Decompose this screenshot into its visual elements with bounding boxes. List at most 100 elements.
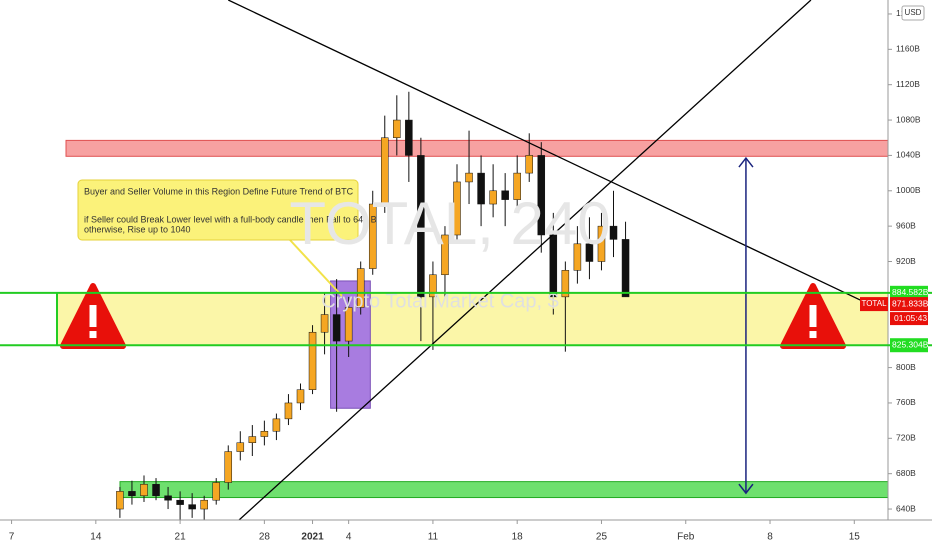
candle-body [381, 137, 389, 205]
x-tick-label: 7 [9, 532, 15, 543]
zone-price-label: 825.304B [892, 339, 929, 349]
last-price-label: 871.833B [892, 298, 929, 308]
note-connector [289, 239, 343, 297]
candle-body [116, 491, 124, 510]
symbol-tag-label: TOTAL [861, 299, 887, 308]
countdown-tag [890, 312, 928, 326]
candle-body [260, 430, 269, 437]
y-tick-label: 1120B [896, 79, 920, 89]
y-tick-label: 800B [896, 362, 916, 372]
warning-bar [89, 305, 97, 328]
y-tick-label: 680B [896, 468, 916, 478]
candle-body [356, 268, 365, 308]
x-tick-label: Feb [677, 532, 695, 543]
y-tick-label: 920B [896, 256, 916, 266]
zone-price-tag [890, 338, 928, 353]
y-tick-label: 640B [896, 503, 916, 513]
candle-body [561, 270, 570, 298]
y-tick-label: 1080B [896, 114, 921, 124]
candle-body [152, 484, 160, 497]
x-tick-label: 11 [428, 532, 439, 543]
last-price-tag [890, 297, 928, 312]
warning-dot [809, 331, 817, 339]
candle-body [236, 442, 245, 452]
currency-label: USD [905, 8, 922, 17]
candle-body [501, 190, 509, 200]
candle-body [164, 495, 172, 501]
note-text: Buyer and Seller Volume in this Region D… [84, 186, 354, 196]
candle-body [188, 504, 196, 510]
candle-body [429, 274, 437, 298]
candle-body [465, 172, 473, 183]
candle-body [308, 331, 317, 390]
y-tick-label: 1160B [896, 44, 920, 54]
candle-body [248, 436, 257, 443]
candle-body [573, 243, 582, 271]
candle-body [296, 389, 305, 404]
x-tick-label: 28 [259, 532, 271, 543]
candle-body [585, 243, 594, 262]
candle-body [489, 190, 497, 205]
currency-box [901, 5, 925, 21]
note-box [77, 179, 359, 241]
candle-body [417, 155, 425, 298]
x-tick-label: 15 [849, 532, 861, 543]
resistance-zone [65, 139, 888, 157]
y-tick-label: 1000B [896, 185, 921, 195]
watermark-symbol: TOTAL, 240 [289, 190, 610, 257]
y-tick-label: 12 [896, 8, 906, 18]
candle-body [320, 314, 329, 333]
candle-body [609, 225, 618, 240]
x-tick-label: 14 [90, 532, 102, 543]
candle-body [393, 119, 401, 138]
x-tick-label: 4 [346, 532, 352, 543]
candle-body [405, 119, 413, 156]
candle-body [272, 418, 281, 432]
candle-body [453, 181, 461, 236]
note-text: if Seller could Break Lower level with a… [84, 214, 377, 224]
x-tick-label: 2021 [301, 532, 324, 543]
y-tick-label: 960B [896, 220, 916, 230]
x-tick-label: 21 [175, 532, 187, 543]
x-tick-label: 8 [767, 532, 773, 543]
x-tick-label: 25 [596, 532, 608, 543]
warning-dot [89, 331, 97, 339]
candle-body [284, 402, 293, 420]
candle-body [224, 451, 233, 483]
candle-body [368, 203, 377, 269]
plot-content: Buyer and Seller Volume in this Region D… [57, 0, 888, 520]
y-tick-label: 1040B [896, 150, 921, 160]
warning-bar [809, 305, 817, 328]
support-zone [57, 292, 888, 346]
zone-price-label: 884.582B [892, 287, 929, 297]
candle-body [477, 172, 485, 205]
candle-body [332, 314, 341, 342]
trend-line [227, 0, 861, 301]
candle-body [212, 482, 220, 501]
arrow-head-bottom [738, 483, 754, 495]
candle-body [537, 155, 546, 236]
target-zone [119, 481, 888, 499]
candle-body [140, 484, 148, 497]
candle-body [176, 499, 184, 505]
y-tick-label: 720B [896, 433, 916, 443]
candle-body [200, 499, 208, 510]
candle-body [513, 172, 521, 200]
arrow-head-top [738, 156, 754, 168]
candle-body [597, 225, 606, 262]
candle-body [344, 307, 353, 342]
note-text: otherwise, Rise up to 1040 [84, 224, 191, 234]
candle-body [525, 155, 533, 174]
watermark-name: Crypto Total Market Cap, $ [321, 290, 559, 312]
candle-body [441, 234, 449, 276]
x-tick-label: 18 [512, 532, 524, 543]
zone-price-tag [890, 285, 928, 300]
trend-line [238, 0, 812, 520]
candle-body [621, 239, 630, 298]
countdown-label: 01:05:43 [894, 313, 927, 323]
plot-area: Buyer and Seller Volume in this Region D… [57, 0, 888, 520]
symbol-tag [860, 297, 888, 312]
y-tick-label: 760B [896, 397, 916, 407]
